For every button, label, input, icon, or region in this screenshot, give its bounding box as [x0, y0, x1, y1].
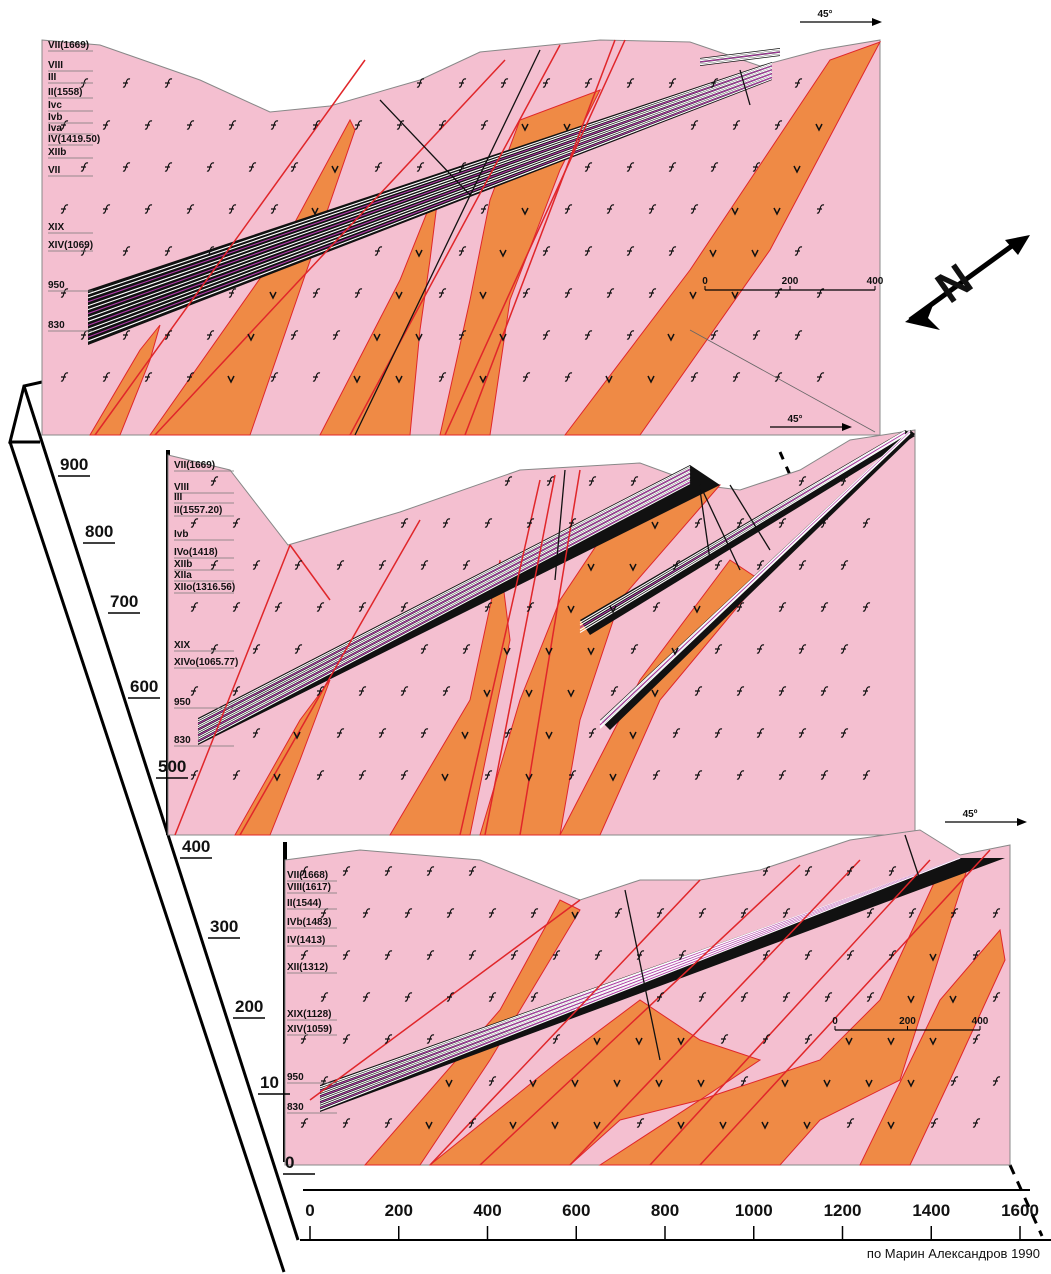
- north-arrow: N: [905, 235, 1030, 330]
- seam-label: IVo(1418): [174, 547, 218, 558]
- vertical-axis-label: 500: [158, 757, 186, 776]
- vertical-axis-label: 200: [235, 997, 263, 1016]
- scale-label: 200: [899, 1016, 916, 1027]
- section-panel: VII(1669) VIIIIII II(1558) IvcIvbIvaIV(1419…: [42, 9, 884, 435]
- horizontal-axis-label: 0: [305, 1201, 314, 1220]
- seam-label: XIIa: [174, 570, 192, 581]
- seam-label: VII: [48, 165, 60, 176]
- seam-label: XIV(1069): [48, 240, 93, 251]
- scale-label: 0: [832, 1016, 838, 1027]
- seam-label: 950: [287, 1072, 304, 1083]
- seam-label: Ivb: [174, 529, 188, 540]
- credit: по Марин Александров 1990: [867, 1246, 1040, 1261]
- seam-label: XIV(1059): [287, 1024, 332, 1035]
- vertical-axis-label: 600: [130, 677, 158, 696]
- vertical-axis-label: 800: [85, 522, 113, 541]
- seam-label: VIII: [48, 60, 63, 71]
- vertical-axis-label: 400: [182, 837, 210, 856]
- seam-label: III: [174, 492, 183, 503]
- seam-label: 950: [174, 697, 191, 708]
- vertical-axis-label: 700: [110, 592, 138, 611]
- dip-label: 45°: [787, 414, 802, 425]
- horizontal-axis-label: 600: [562, 1201, 590, 1220]
- seam-label: VII(1668): [287, 870, 328, 881]
- vertical-axis-label: 0: [285, 1153, 294, 1172]
- section-panel: VII(1668)VIII(1617) II(1544) IVb(1483) IV(1…: [285, 809, 1027, 1165]
- horizontal-axis-label: 800: [651, 1201, 679, 1220]
- seam-label: II(1557.20): [174, 505, 222, 516]
- seam-label: XIIo(1316.56): [174, 582, 235, 593]
- seam-label: XIX(1128): [287, 1009, 331, 1020]
- scale-label: 200: [782, 276, 799, 287]
- seam-label: XIX: [174, 640, 190, 651]
- section-panel: VII(1669)VIIIIIIII(1557.20)IvbIVo(1418)X…: [168, 414, 915, 835]
- horizontal-axis-label: 1200: [824, 1201, 862, 1220]
- seam-label: Ivc: [48, 100, 62, 111]
- seam-label: VII(1669): [174, 460, 215, 471]
- geological-section: N по Марин Александров 1990 VII(1669)VII…: [0, 0, 1051, 1274]
- seam-label: XIIb: [48, 147, 66, 158]
- dip-label: 45º: [963, 809, 978, 820]
- scale-label: 0: [702, 276, 708, 287]
- seam-label: 950: [48, 280, 65, 291]
- dip-label: 45°: [817, 9, 832, 20]
- horizontal-axis-label: 400: [473, 1201, 501, 1220]
- vertical-axis-label: 900: [60, 455, 88, 474]
- seam-label: 830: [48, 320, 65, 331]
- dip-arrowhead: [1017, 818, 1027, 826]
- scale-label: 400: [867, 276, 884, 287]
- seam-label: Ivb: [48, 112, 62, 123]
- seam-label: XIIb: [174, 559, 192, 570]
- seam-label: XII(1312): [287, 962, 328, 973]
- scale-label: 400: [972, 1016, 989, 1027]
- seam-label: VII(1669): [48, 40, 89, 51]
- seam-label: VIII(1617): [287, 882, 331, 893]
- seam-label: 830: [287, 1102, 304, 1113]
- seam-label: IV(1413): [287, 935, 325, 946]
- vertical-axis-label: 10: [260, 1073, 279, 1092]
- seam-label: II(1558): [48, 87, 82, 98]
- seam-label: IVb(1483): [287, 917, 331, 928]
- horizontal-axis-label: 1400: [912, 1201, 950, 1220]
- seam-label: Iva: [48, 123, 62, 134]
- horizontal-axis-label: 1000: [735, 1201, 773, 1220]
- seam-label: XIX: [48, 222, 64, 233]
- horizontal-axis-label: 200: [385, 1201, 413, 1220]
- horizontal-axis-label: 1600: [1001, 1201, 1039, 1220]
- seam-label: XIVo(1065.77): [174, 657, 238, 668]
- seam-label: III: [48, 72, 57, 83]
- seam-label: IV(1419.50): [48, 134, 100, 145]
- vertical-axis-label: 300: [210, 917, 238, 936]
- seam-label: II(1544): [287, 898, 321, 909]
- dip-arrowhead: [872, 18, 882, 26]
- seam-label: 830: [174, 735, 191, 746]
